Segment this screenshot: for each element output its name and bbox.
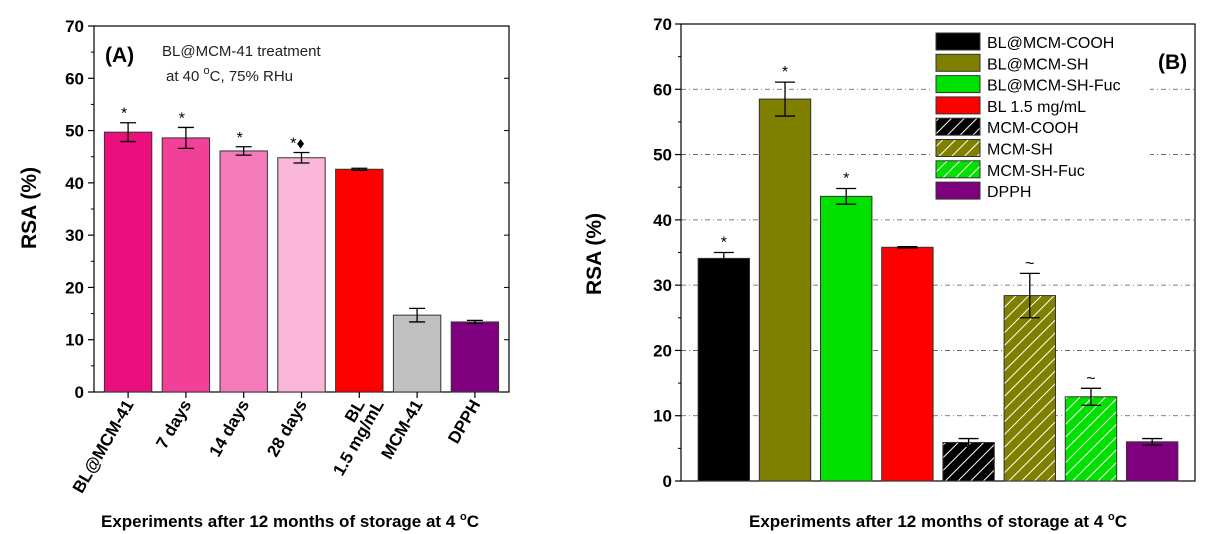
panel-a-annotation-line-1: BL@MCM-41 treatment — [162, 43, 321, 60]
panel-a-label: (A) — [105, 44, 134, 67]
panel-b-bar — [697, 257, 751, 482]
panel-b-legend-swatch — [935, 139, 981, 157]
panel-a-y-tick-label: 70 — [65, 17, 84, 36]
panel-a: (A) BL@MCM-41 treatment at 40 oC, 75% RH… — [18, 17, 510, 531]
panel-a-bar — [277, 157, 326, 393]
panel-b-legend-label: MCM-SH — [987, 142, 1053, 159]
panel-b-legend-swatch — [935, 53, 981, 72]
panel-b-legend-swatch — [935, 96, 981, 115]
panel-b-legend-swatch — [935, 160, 981, 179]
panel-a-bar — [103, 131, 153, 393]
panel-a-y-tick-label: 30 — [65, 226, 84, 245]
panel-b-y-tick-label: 10 — [653, 407, 672, 426]
panel-a-bar — [335, 168, 384, 393]
panel-a-annotation-line-2: at 40 oC, 75% RHu — [166, 65, 293, 85]
panel-b-legend-swatch — [935, 75, 981, 94]
panel-b-legend-swatch — [935, 32, 981, 51]
panel-b-significance-marker: ~ — [1025, 255, 1034, 272]
panel-a-x-tick-label: DPPH — [444, 397, 484, 447]
panel-a-y-tick-label: 0 — [75, 383, 84, 402]
panel-b-significance-marker: * — [782, 64, 788, 81]
panel-b-y-tick-label: 20 — [653, 341, 672, 360]
panel-b-legend-label: MCM-SH-Fuc — [987, 163, 1085, 180]
panel-a-significance-marker: *♦ — [290, 136, 304, 153]
panel-b-y-axis-label: RSA (%) — [583, 213, 606, 295]
panel-b-y-tick-label: 30 — [653, 276, 672, 295]
panel-a-x-tick-label: 14 days — [206, 397, 254, 461]
panel-b-legend-swatch — [935, 117, 981, 136]
panel-b-legend-swatch — [935, 181, 981, 200]
panel-a-significance-marker: * — [121, 106, 127, 123]
panel-b-y-tick-label: 40 — [653, 211, 672, 230]
panel-b-bar — [881, 246, 934, 482]
panel-b-significance-marker: * — [843, 171, 849, 188]
panel-a-bar — [450, 321, 500, 393]
panel-a-y-tick-label: 40 — [65, 174, 84, 193]
panel-b-legend-label: BL 1.5 mg/mL — [987, 99, 1086, 116]
panel-b-bar — [1003, 295, 1056, 482]
panel-a-significance-marker: * — [179, 110, 185, 127]
panel-a-bar — [161, 137, 211, 393]
panel-b-bar — [942, 441, 995, 482]
panel-b-legend-label: BL@MCM-COOH — [987, 35, 1114, 52]
panel-b-bar — [1064, 396, 1118, 482]
panel-a-y-tick-label: 20 — [65, 278, 84, 297]
panel-a-x-axis-label: Experiments after 12 months of storage a… — [101, 511, 479, 531]
panel-b-y-tick-label: 60 — [653, 80, 672, 99]
panel-b-bar — [820, 195, 873, 482]
panel-b-y-tick-label: 70 — [653, 15, 672, 34]
panel-a-x-tick-label: 28 days — [263, 397, 311, 461]
panel-a-bar — [392, 314, 442, 393]
panel-a-significance-marker: * — [237, 130, 243, 147]
panel-b-legend-label: DPPH — [987, 184, 1031, 201]
panel-a-y-tick-label: 10 — [65, 331, 84, 350]
panel-b-legend-label: BL@MCM-SH-Fuc — [987, 78, 1121, 95]
panel-b-bar — [758, 98, 812, 482]
panel-a-x-tick-label: BL@MCM-41 — [69, 397, 138, 497]
panel-a-bar — [219, 150, 268, 393]
panel-a-x-tick-label: 7 days — [152, 397, 195, 452]
panel-b: (B) RSA (%) Experiments after 12 months … — [583, 15, 1196, 531]
panel-a-y-axis-label: RSA (%) — [18, 167, 41, 249]
panel-b-significance-marker: ~ — [1086, 370, 1095, 387]
panel-a-y-tick-label: 50 — [65, 122, 84, 141]
panel-b-y-tick-label: 0 — [663, 472, 672, 491]
panel-b-significance-marker: * — [721, 235, 727, 252]
panel-a-y-tick-label: 60 — [65, 69, 84, 88]
panel-b-legend-label: MCM-COOH — [987, 120, 1079, 137]
panel-b-legend-label: BL@MCM-SH — [987, 56, 1089, 73]
panel-b-bar — [1125, 441, 1179, 482]
panel-b-x-axis-label: Experiments after 12 months of storage a… — [749, 511, 1127, 531]
panel-b-y-tick-label: 50 — [653, 146, 672, 165]
panel-b-label: (B) — [1158, 51, 1187, 74]
